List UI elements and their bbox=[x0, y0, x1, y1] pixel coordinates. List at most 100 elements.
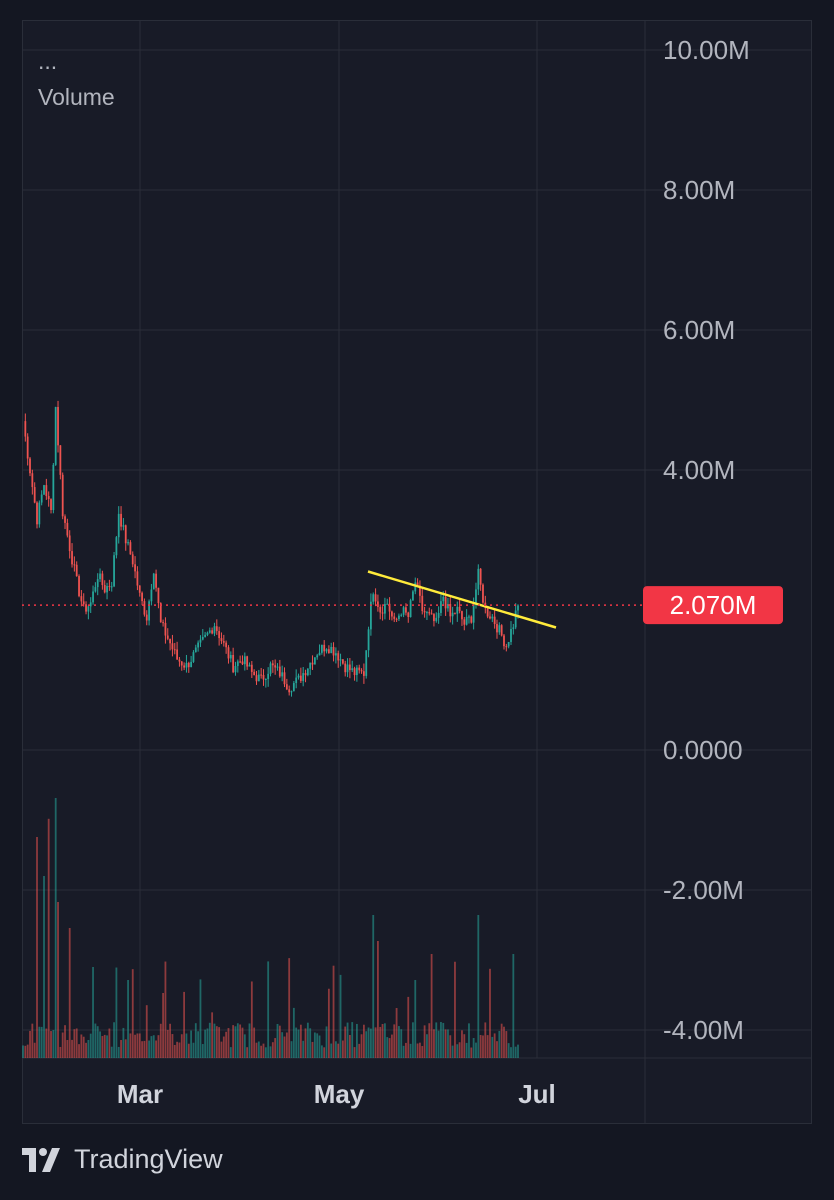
candle-body bbox=[267, 673, 270, 679]
volume-bar bbox=[484, 1022, 487, 1058]
volume-bar bbox=[386, 1037, 389, 1058]
candle-body bbox=[507, 641, 510, 647]
candle-body bbox=[206, 632, 209, 635]
candle-body bbox=[218, 631, 221, 639]
candle-body bbox=[306, 668, 309, 676]
candle-body bbox=[190, 661, 193, 668]
volume-bar bbox=[377, 941, 379, 1058]
volume-bar bbox=[313, 1032, 316, 1058]
candle-body bbox=[409, 600, 412, 618]
candle-body bbox=[341, 659, 344, 664]
volume-bar bbox=[96, 1026, 99, 1058]
y-tick-label: 8.00M bbox=[663, 175, 735, 205]
volume-bar bbox=[185, 1033, 188, 1058]
volume-bar bbox=[241, 1027, 244, 1058]
volume-bar bbox=[45, 1028, 48, 1058]
candle-body bbox=[227, 647, 230, 659]
candles bbox=[24, 400, 519, 697]
candle-body bbox=[260, 674, 263, 676]
volume-bar bbox=[201, 1044, 204, 1058]
candle-body bbox=[101, 573, 104, 586]
volume-bar bbox=[171, 1034, 174, 1058]
candle-body bbox=[82, 601, 85, 605]
legend-title: Volume bbox=[38, 84, 115, 110]
volume-bar bbox=[243, 1034, 246, 1058]
volume-bar bbox=[297, 1029, 300, 1058]
candle-body bbox=[71, 551, 73, 565]
candle-body bbox=[479, 568, 482, 585]
candle-body bbox=[514, 610, 517, 628]
candle-body bbox=[355, 667, 358, 676]
candle-body bbox=[185, 662, 188, 668]
volume-bar bbox=[267, 961, 270, 1058]
candle-body bbox=[78, 576, 80, 597]
brand[interactable]: TradingView bbox=[22, 1144, 223, 1175]
candle-body bbox=[332, 646, 335, 656]
y-tick-label: 10.00M bbox=[663, 35, 750, 65]
volume-bar bbox=[355, 1023, 358, 1058]
volume-bar bbox=[117, 1046, 120, 1058]
candle-body bbox=[131, 554, 134, 565]
candle-body bbox=[414, 582, 417, 592]
volume-bar bbox=[38, 1026, 41, 1058]
volume-bar bbox=[402, 1045, 405, 1058]
candle-body bbox=[463, 619, 466, 625]
volume-bar bbox=[204, 1029, 207, 1058]
candle-body bbox=[510, 629, 512, 642]
candle-body bbox=[405, 607, 407, 613]
volume-bar bbox=[150, 1036, 153, 1058]
volume-bar bbox=[227, 1028, 230, 1058]
candle-body bbox=[176, 649, 179, 660]
volume-bar bbox=[136, 1033, 139, 1058]
chart-pane[interactable] bbox=[22, 20, 812, 1124]
x-tick-label: Mar bbox=[117, 1079, 163, 1109]
volume-bar bbox=[31, 1023, 34, 1058]
volume-bar bbox=[108, 1028, 111, 1058]
volume-bar bbox=[440, 1021, 442, 1058]
candle-body bbox=[302, 673, 305, 681]
volume-bar bbox=[360, 1034, 363, 1058]
candle-body bbox=[26, 436, 29, 459]
candle-body bbox=[143, 601, 146, 615]
candle-body bbox=[187, 662, 190, 668]
candle-body bbox=[320, 644, 323, 653]
volume-bar bbox=[99, 1031, 101, 1058]
candle-body bbox=[57, 407, 59, 446]
volume-bar bbox=[311, 1041, 314, 1058]
volume-bar bbox=[353, 1047, 356, 1058]
volume-bar bbox=[362, 1024, 365, 1058]
candle-body bbox=[220, 638, 223, 642]
legend-dots[interactable]: ... bbox=[38, 48, 58, 74]
volume-bar bbox=[192, 1042, 195, 1058]
candle-body bbox=[412, 591, 414, 601]
volume-bar bbox=[444, 1029, 447, 1058]
y-tick-label: -2.00M bbox=[663, 875, 744, 905]
trendline bbox=[367, 570, 557, 629]
volume-bar bbox=[138, 1033, 141, 1058]
candle-body bbox=[283, 672, 286, 685]
volume-bar bbox=[85, 1042, 87, 1058]
candle-body bbox=[197, 642, 200, 648]
candle-body bbox=[398, 615, 400, 619]
volume-bar bbox=[283, 1036, 286, 1058]
volume-bar bbox=[512, 954, 515, 1058]
volume-bar bbox=[106, 1035, 108, 1058]
volume-bar bbox=[320, 1045, 323, 1058]
candle-body bbox=[127, 542, 129, 544]
volume-bar bbox=[426, 1034, 428, 1058]
volume-bar bbox=[94, 1023, 97, 1058]
candle-body bbox=[367, 629, 370, 651]
volume-bar bbox=[316, 1033, 319, 1058]
candle-body bbox=[66, 522, 69, 536]
volume-bar bbox=[220, 1041, 223, 1058]
candle-body bbox=[246, 656, 249, 667]
candle-body bbox=[229, 654, 232, 659]
candle-body bbox=[120, 513, 122, 527]
y-axis: 10.00M 8.00M 6.00M 4.00M 0.0000 -2.00M -4.00M bbox=[663, 35, 750, 1045]
volume-bar bbox=[379, 1026, 382, 1058]
candle-body bbox=[75, 564, 78, 577]
volume-bar bbox=[68, 928, 71, 1058]
trendline-layer bbox=[367, 570, 557, 629]
candle-body bbox=[337, 653, 340, 661]
